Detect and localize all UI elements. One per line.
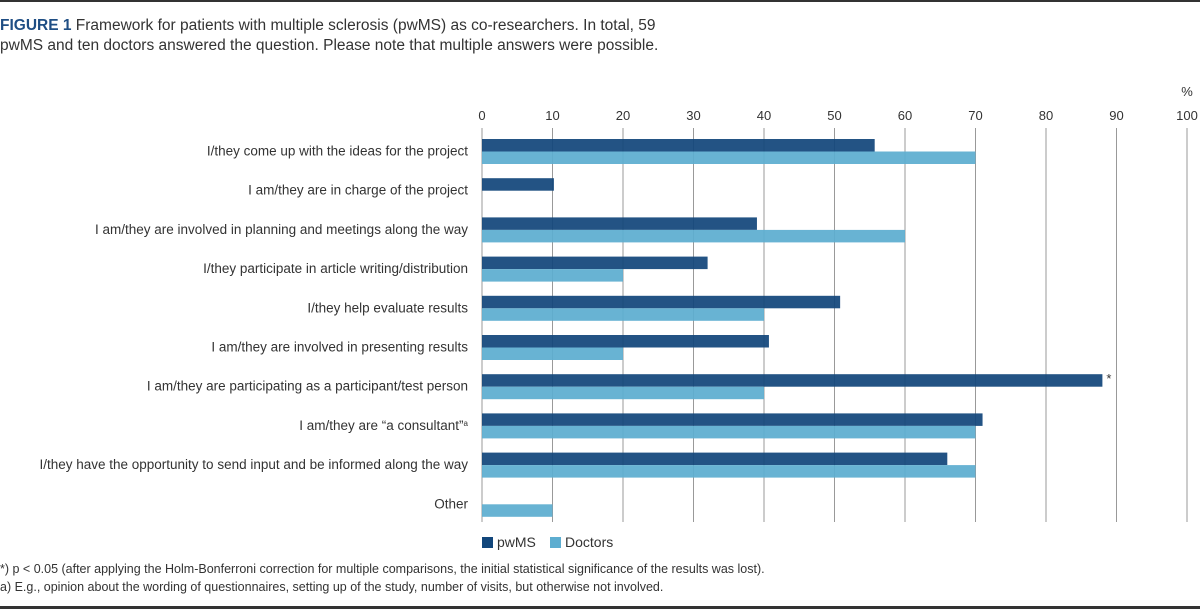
bar-doctors (482, 269, 623, 282)
category-label-text: I/they have the opportunity to send inpu… (39, 457, 468, 472)
category-label-text: I am/they are in charge of the project (248, 183, 468, 198)
bar-doctors (482, 465, 976, 478)
bar-chart: 0 10 20 30 40 50 60 70 80 90 100 % I/they come up … (39, 84, 1197, 550)
category-label: I am/they are involved in presenting res… (211, 340, 468, 355)
category-superscript: a (464, 419, 469, 428)
x-tick-label: 40 (757, 108, 771, 123)
x-tick-label: 60 (898, 108, 912, 123)
bar-pwms (482, 139, 875, 152)
category-label-text: I am/they are involved in presenting res… (211, 340, 468, 355)
top-rule (0, 0, 1200, 2)
category-label: I am/they are “a consultant”a (299, 418, 468, 433)
bar-pwms (482, 374, 1103, 387)
x-tick-label: 20 (616, 108, 630, 123)
legend: pwMS Doctors (482, 534, 613, 550)
bar-pwms (482, 335, 769, 348)
caption-text: Framework for patients with multiple scl… (0, 17, 659, 54)
category-label-text: I/they participate in article writing/di… (203, 261, 468, 276)
bar-pwms (482, 413, 983, 426)
bar-pwms (482, 178, 554, 191)
x-tick-label: 10 (545, 108, 559, 123)
category-label-text: I am/they are “a consultant” (299, 418, 463, 433)
bar-pwms (482, 295, 841, 309)
footnote-consultant: a) E.g., opinion about the wording of qu… (0, 580, 664, 594)
bar-doctors (482, 425, 976, 439)
x-axis-unit: % (1181, 84, 1193, 99)
x-tick-label: 50 (827, 108, 841, 123)
legend-swatch-pwms (482, 537, 493, 548)
category-label-text: I am/they are participating as a partici… (147, 379, 468, 394)
bar-doctors (482, 308, 764, 321)
category-label-text: I/they help evaluate results (307, 300, 468, 315)
category-label: I/they come up with the ideas for the pr… (207, 144, 468, 159)
category-label: I/they help evaluate results (307, 300, 468, 315)
x-tick-label: 90 (1109, 108, 1123, 123)
figure-caption: FIGURE 1 Framework for patients with mul… (0, 16, 680, 56)
x-tick-label: 80 (1039, 108, 1053, 123)
category-labels: I/they come up with the ideas for the pr… (39, 144, 468, 512)
category-label: I/they participate in article writing/di… (203, 261, 468, 276)
category-label-text: I am/they are involved in planning and m… (95, 222, 468, 237)
x-tick-labels: 0 10 20 30 40 50 60 70 80 90 100 (478, 108, 1197, 123)
category-label-text: Other (434, 496, 468, 511)
bars: * (482, 139, 1111, 517)
bar-doctors (482, 504, 553, 517)
footnotes: *) p < 0.05 (after applying the Holm-Bon… (0, 560, 765, 596)
legend-swatch-doctors (550, 537, 561, 548)
bar-doctors (482, 386, 764, 400)
significance-marker: * (1106, 371, 1111, 386)
category-label: I/they have the opportunity to send inpu… (39, 457, 468, 472)
category-label: Other (434, 496, 468, 511)
category-label: I am/they are participating as a partici… (147, 379, 468, 394)
footnote-significance: *) p < 0.05 (after applying the Holm-Bon… (0, 562, 765, 576)
bar-pwms (482, 217, 757, 230)
x-tick-label: 0 (478, 108, 485, 123)
bar-doctors (482, 151, 976, 164)
figure-label: FIGURE 1 (0, 17, 72, 34)
legend-label-doctors: Doctors (565, 534, 613, 550)
bar-pwms (482, 256, 708, 270)
category-label: I am/they are in charge of the project (248, 183, 468, 198)
bar-doctors (482, 229, 905, 243)
x-tick-label: 70 (968, 108, 982, 123)
legend-label-pwms: pwMS (497, 534, 536, 550)
bar-pwms (482, 452, 948, 466)
category-label-text: I/they come up with the ideas for the pr… (207, 144, 468, 159)
x-tick-label: 100 (1176, 108, 1198, 123)
bottom-rule (0, 606, 1200, 609)
bar-doctors (482, 347, 623, 360)
x-tick-label: 30 (686, 108, 700, 123)
category-label: I am/they are involved in planning and m… (95, 222, 468, 237)
